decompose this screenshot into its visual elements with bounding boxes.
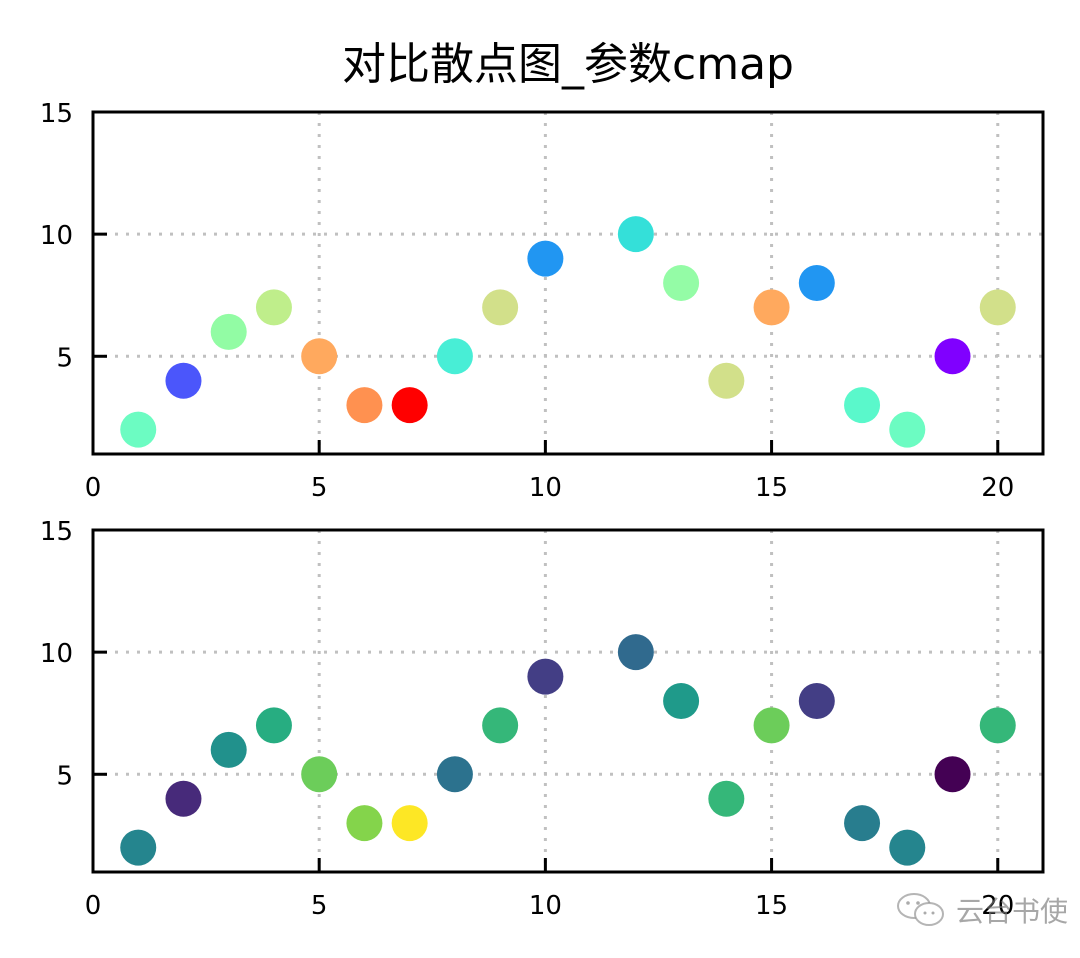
data-point	[436, 338, 473, 375]
y-tick-label: 5	[56, 343, 73, 373]
subplot-bottom: 0 5 10 15 20 5 10 15	[40, 517, 1045, 921]
data-point	[663, 265, 700, 301]
data-point	[753, 707, 790, 744]
data-point	[436, 756, 473, 793]
x-tick-label: 20	[981, 891, 1014, 921]
y-tick-label: 10	[40, 221, 73, 251]
y-tick-label: 10	[40, 639, 73, 669]
data-point	[255, 289, 292, 326]
data-point	[708, 780, 745, 817]
data-point	[165, 780, 202, 817]
data-point	[934, 338, 971, 375]
x-tick-label: 20	[981, 473, 1014, 503]
y-tick-label: 5	[56, 761, 73, 791]
data-point	[844, 805, 881, 842]
data-point	[482, 707, 519, 744]
chart-title: 对比散点图_参数cmap	[342, 39, 794, 90]
data-point	[979, 289, 1016, 326]
data-point	[482, 289, 519, 326]
data-point	[165, 362, 202, 399]
y-axis-ticks: 5 10 15	[40, 99, 107, 373]
x-axis-ticks: 0 5 10 15 20	[85, 858, 1014, 921]
data-point	[979, 707, 1016, 744]
data-point	[934, 756, 971, 793]
x-tick-label: 5	[311, 891, 328, 921]
grid-lines	[93, 112, 1043, 454]
y-axis-ticks: 5 10 15	[40, 517, 107, 791]
y-tick-label: 15	[40, 517, 73, 547]
wechat-icon	[897, 893, 944, 926]
data-point	[210, 731, 247, 768]
data-point	[708, 362, 745, 399]
data-point	[391, 805, 428, 842]
data-point	[527, 240, 564, 277]
x-tick-label: 10	[529, 473, 562, 503]
data-point	[391, 387, 428, 424]
grid-lines	[93, 530, 1043, 872]
data-point	[346, 805, 383, 842]
x-tick-label: 0	[85, 473, 102, 503]
data-point	[210, 313, 247, 350]
x-tick-label: 0	[85, 891, 102, 921]
x-axis-ticks: 0 5 10 15 20	[85, 440, 1014, 503]
scatter-points	[120, 634, 1016, 866]
data-point	[753, 289, 790, 326]
data-point	[798, 265, 835, 301]
x-tick-label: 15	[755, 891, 788, 921]
scatter-points	[120, 216, 1016, 448]
x-tick-label: 15	[755, 473, 788, 503]
data-point	[301, 338, 338, 375]
data-point	[301, 756, 338, 793]
data-point	[889, 411, 926, 448]
data-point	[527, 658, 564, 695]
y-tick-label: 15	[40, 99, 73, 129]
data-point	[844, 387, 881, 424]
data-point	[346, 387, 383, 424]
x-tick-label: 10	[529, 891, 562, 921]
data-point	[120, 829, 157, 866]
data-point	[663, 683, 700, 719]
subplot-top: 0 5 10 15 20 5 10 15	[40, 99, 1045, 503]
watermark: 云台书使	[896, 890, 1068, 930]
axes-frame	[91, 110, 1045, 456]
data-point	[798, 683, 835, 719]
x-tick-label: 5	[311, 473, 328, 503]
data-point	[120, 411, 157, 448]
data-point	[255, 707, 292, 744]
watermark-text: 云台书使	[956, 895, 1069, 928]
axes-frame	[91, 528, 1045, 874]
data-point	[617, 216, 654, 253]
data-point	[617, 634, 654, 671]
data-point	[889, 829, 926, 866]
